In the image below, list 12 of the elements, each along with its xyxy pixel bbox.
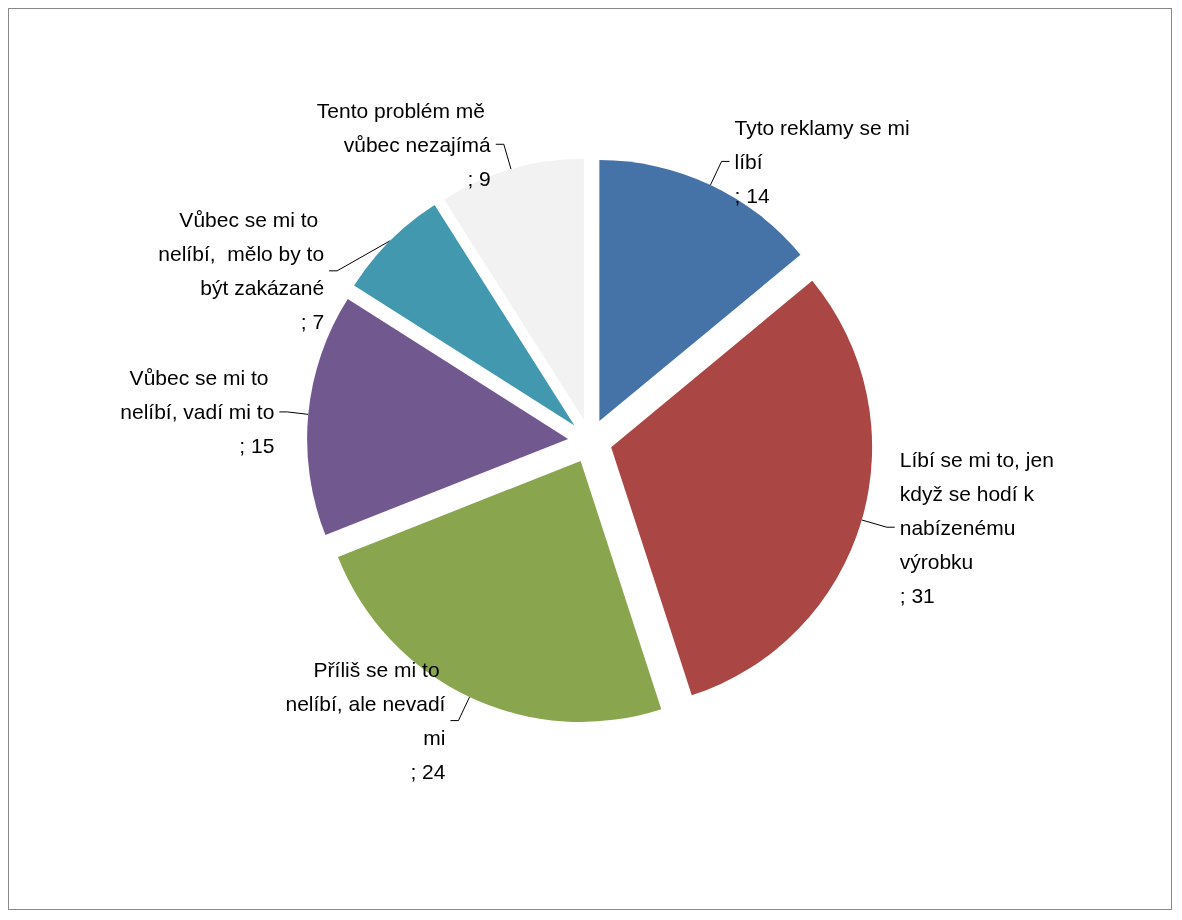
slice-label: Tento problém mě vůbec nezajímá bbox=[316, 98, 492, 156]
slice-label: Líbí se mi to, jen když se hodí k nabízenému výrobku bbox=[899, 447, 1060, 573]
slice-label: Vůbec se mi to nelíbí, mělo by to být zakázané bbox=[158, 208, 325, 300]
slice-label: Příliš se mi to nelíbí, ale nevadí mi bbox=[285, 658, 446, 750]
data-label: ; 31 bbox=[899, 583, 935, 607]
data-label: ; 7 bbox=[300, 310, 325, 334]
data-label: ; 15 bbox=[239, 434, 275, 458]
data-label: ; 14 bbox=[734, 183, 770, 207]
slice-label: Vůbec se mi to nelíbí, vadí mi to bbox=[120, 366, 275, 424]
slice-label: Tyto reklamy se mi líbí bbox=[734, 115, 916, 173]
data-label: ; 24 bbox=[410, 760, 446, 784]
data-label: ; 9 bbox=[467, 166, 491, 190]
